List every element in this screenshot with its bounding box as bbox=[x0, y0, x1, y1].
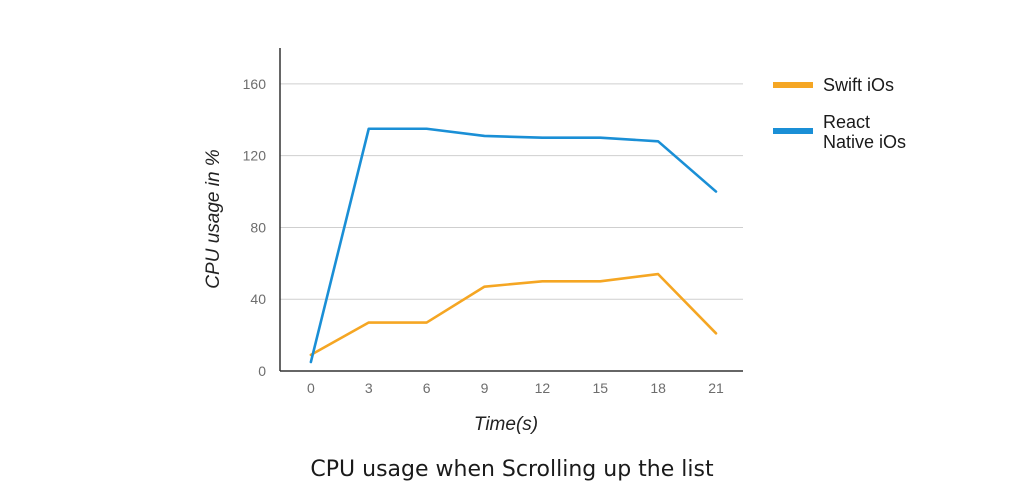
series-line-react-native-ios bbox=[309, 127, 718, 364]
legend-swatch bbox=[773, 128, 813, 134]
y-tick-label: 160 bbox=[243, 76, 267, 92]
x-tick-label: 0 bbox=[307, 380, 315, 396]
legend-label: Swift iOs bbox=[823, 75, 894, 95]
y-tick-label: 0 bbox=[258, 363, 266, 379]
x-tick-label: 18 bbox=[650, 380, 666, 396]
y-tick-label: 120 bbox=[243, 148, 267, 164]
x-tick-label: 3 bbox=[365, 380, 373, 396]
x-axis-title: Time(s) bbox=[474, 414, 538, 435]
y-tick-labels: 0 40 80 120 160 bbox=[243, 76, 267, 379]
x-tick-labels: 0 3 6 9 12 15 18 21 bbox=[307, 380, 724, 396]
x-tick-label: 21 bbox=[708, 380, 724, 396]
y-tick-label: 40 bbox=[250, 291, 266, 307]
gridlines bbox=[280, 83, 743, 300]
x-tick-label: 9 bbox=[481, 380, 489, 396]
legend-swatch bbox=[773, 82, 813, 88]
x-tick-label: 6 bbox=[423, 380, 431, 396]
series-line-swift-ios bbox=[309, 272, 718, 357]
x-tick-label: 15 bbox=[592, 380, 608, 396]
legend-label: React bbox=[823, 112, 870, 132]
y-tick-label: 80 bbox=[250, 219, 266, 235]
legend-label: Native iOs bbox=[823, 132, 906, 152]
series-lines bbox=[309, 127, 718, 364]
x-tick-label: 12 bbox=[535, 380, 551, 396]
axes bbox=[279, 48, 743, 372]
chart-title: CPU usage when Scrolling up the list bbox=[310, 457, 714, 482]
y-axis-title: CPU usage in % bbox=[203, 149, 224, 289]
